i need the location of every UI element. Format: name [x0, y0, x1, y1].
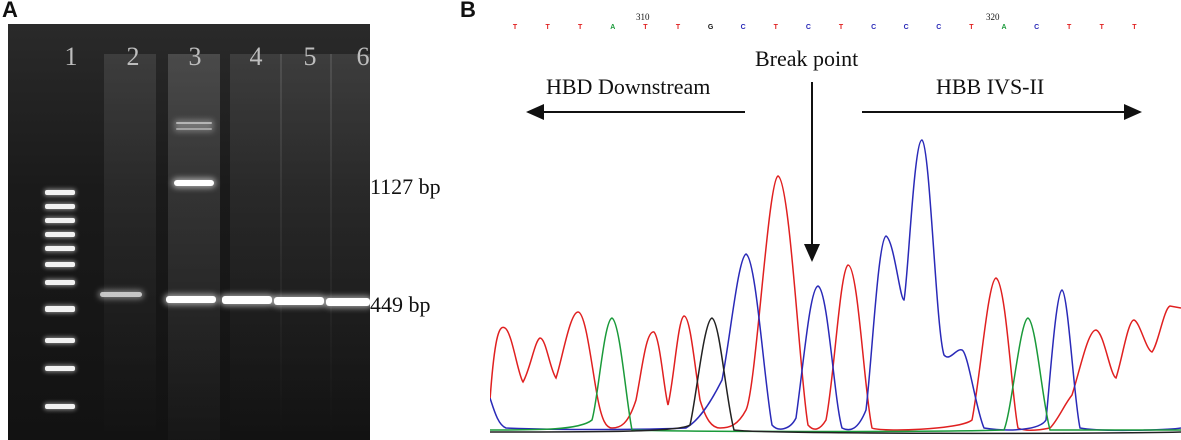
band-449 [222, 296, 272, 304]
trace-red [490, 175, 1181, 432]
lane-smear [330, 54, 370, 440]
position-label: 320 [986, 12, 1000, 22]
lane-number: 3 [188, 42, 202, 71]
panel-b-label: B [460, 0, 476, 22]
trace-black [490, 317, 1181, 435]
gel-image: 1 2 3 4 5 6 [8, 24, 370, 440]
ladder-band [45, 366, 75, 371]
lane-smear [280, 54, 332, 440]
ladder-band [45, 262, 75, 267]
lane-smear [230, 54, 282, 440]
band-faint [176, 122, 212, 124]
sequence-base: C [903, 24, 909, 31]
ladder-band [45, 218, 75, 223]
sequence-base: T [773, 24, 778, 31]
ladder-band [45, 204, 75, 209]
position-label: 310 [636, 12, 650, 22]
break-point-label: Break point [755, 46, 859, 71]
band-449 [100, 292, 142, 297]
band-449 [326, 298, 370, 306]
sequence-base: T [675, 24, 681, 31]
band-449 [166, 296, 216, 303]
ladder-band [45, 280, 75, 285]
sequence-base: C [871, 24, 877, 31]
chromatogram [490, 139, 1181, 435]
sequence-base: C [740, 24, 746, 31]
sequence-base: T [838, 24, 844, 31]
sequence-base: T [1132, 24, 1137, 31]
lane-number: 6 [356, 42, 370, 71]
sequence-base: T [643, 24, 648, 31]
ladder-band [45, 338, 75, 343]
ladder-band [45, 232, 75, 237]
hbd-downstream-label: HBD Downstream [546, 74, 711, 99]
sequence-base: T [969, 24, 974, 31]
band-449 [274, 297, 324, 305]
ladder-band [45, 306, 75, 312]
trace-blue [490, 139, 1181, 432]
lane-number: 1 [64, 42, 78, 71]
size-label-1127: 1127 bp [370, 174, 441, 199]
lane-smear [168, 54, 220, 440]
sequence-base: G [707, 24, 714, 31]
sequence-base: T [512, 24, 518, 31]
panel-a-label: A [2, 0, 18, 22]
ladder-band [45, 404, 75, 409]
sequence-base: C [1034, 24, 1040, 31]
sequence-base: T [578, 24, 583, 31]
ladder-band [45, 246, 75, 251]
sequence-base: T [1067, 24, 1072, 31]
sequence-base: C [936, 24, 942, 31]
sequence-base: A [1001, 24, 1007, 31]
lane-number: 5 [303, 42, 317, 71]
lane-smear [104, 54, 156, 440]
sequence-base: C [805, 24, 811, 31]
trace-green [490, 317, 1181, 433]
hbb-ivs-label: HBB IVS-II [936, 74, 1045, 99]
lane-number: 2 [126, 42, 140, 71]
lane-number: 4 [249, 42, 263, 71]
size-label-449: 449 bp [370, 292, 431, 317]
sequence-base: T [545, 24, 550, 31]
sequence-base: T [1099, 24, 1104, 31]
band-faint [176, 128, 212, 130]
ladder-band [45, 190, 75, 195]
band-1127 [174, 180, 214, 186]
sequence-base: A [610, 24, 616, 31]
